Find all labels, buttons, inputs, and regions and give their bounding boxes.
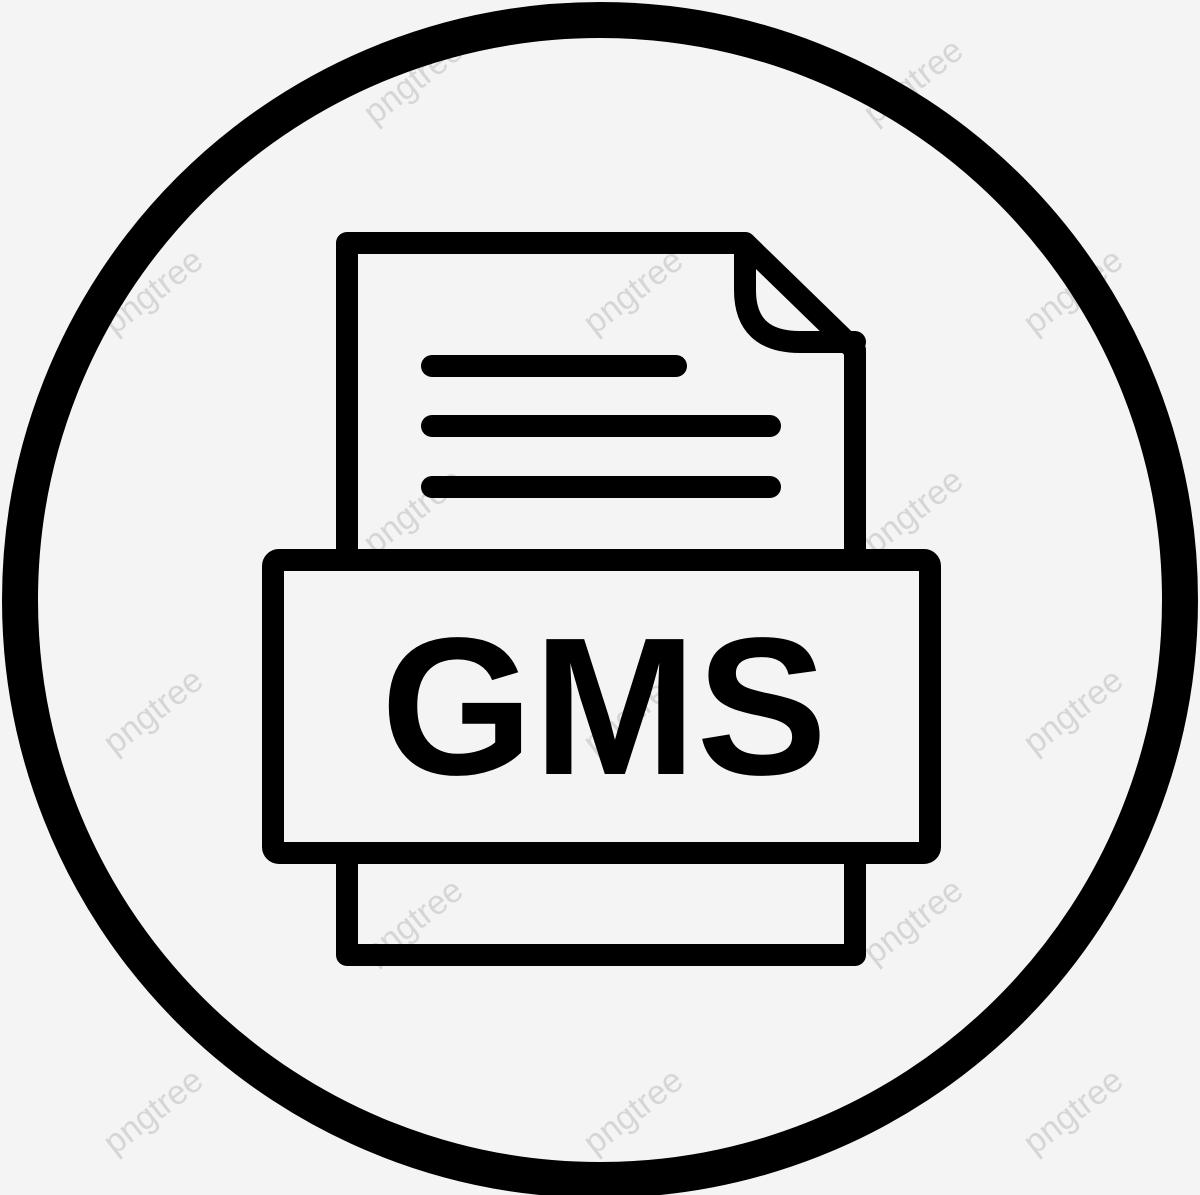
- watermark-text: pngtree: [856, 461, 970, 562]
- folded-corner-icon: [734, 232, 866, 353]
- watermark-text: pngtree: [96, 1061, 210, 1162]
- watermark-text: pngtree: [576, 1061, 690, 1162]
- document-page-icon: [336, 232, 866, 966]
- watermark-text: pngtree: [856, 871, 970, 972]
- watermark-text: pngtree: [576, 241, 690, 342]
- watermark-text: pngtree: [96, 661, 210, 762]
- file-type-label: GMS: [381, 597, 827, 816]
- watermark-text: pngtree: [1016, 1061, 1130, 1162]
- watermark-text: pngtree: [1016, 661, 1130, 762]
- label-band-icon: [262, 549, 941, 864]
